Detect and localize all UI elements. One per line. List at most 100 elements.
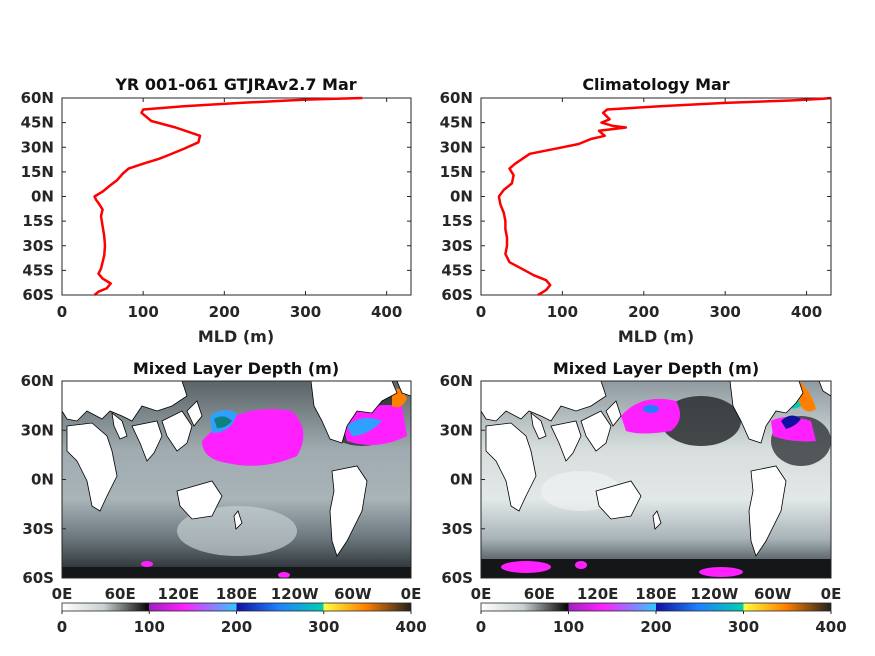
line-panel-1: YR 001-061 GTJRAv2.7 Mar 60N 45N 30N 15N 0N 1… xyxy=(21,75,412,346)
y-tick-label: 60S xyxy=(22,286,54,304)
colorbar-tick-label: 0 xyxy=(476,618,486,636)
panel1-x-ticks: 0 100 200 300 400 xyxy=(57,98,402,321)
map-x-tick-label: 120W xyxy=(271,585,319,603)
panel2-x-ticks: 0 100 200 300 400 xyxy=(476,98,822,321)
map-x-tick-label: 60W xyxy=(754,585,792,603)
x-tick-label: 400 xyxy=(791,303,822,321)
y-tick-label: 15N xyxy=(21,163,54,181)
map2-south-patch-2 xyxy=(575,561,587,569)
colorbar-tick-label: 400 xyxy=(395,618,426,636)
map2-field xyxy=(481,381,831,578)
x-tick-label: 300 xyxy=(710,303,741,321)
line-panel-2: Climatology Mar 60N45N30N15N0N15S30S45S6… xyxy=(440,75,832,346)
x-tick-label: 200 xyxy=(209,303,240,321)
map-x-tick-label: 0E xyxy=(821,585,842,603)
y-tick-label: 30S xyxy=(22,237,54,255)
colorbar-tick-label: 0 xyxy=(57,618,67,636)
colorbar-tick-label: 100 xyxy=(134,618,165,636)
x-tick-label: 100 xyxy=(128,303,159,321)
map-x-tick-label: 60E xyxy=(524,585,555,603)
colorbar-tick-label: 200 xyxy=(640,618,671,636)
colorbar-tick-label: 300 xyxy=(728,618,759,636)
map-x-tick-label: 0E xyxy=(471,585,492,603)
map1-south-patch-1 xyxy=(141,561,153,567)
map2-south-patch-1 xyxy=(501,561,551,573)
map-x-tick-label: 180E xyxy=(635,585,677,603)
map2-colorbar-ticks: 0 100 200 300 400 xyxy=(476,611,847,636)
panel2-axes-frame xyxy=(480,97,832,296)
map2-y-ticks: 60N 30N 0N 30S 60S xyxy=(440,372,485,587)
map1-colorbar-ticks: 0 100 200 300 400 xyxy=(57,611,427,636)
map-x-tick-label: 120E xyxy=(577,585,619,603)
colorbar-tick-label: 200 xyxy=(221,618,252,636)
y-tick-label: 15N xyxy=(440,163,473,181)
map2-gulfstream-deep xyxy=(781,415,801,429)
x-tick-label: 300 xyxy=(290,303,321,321)
y-tick-label: 15S xyxy=(441,212,473,230)
y-tick-label: 30N xyxy=(21,138,54,156)
map1-y-ticks: 60N 30N 0N 30S 60S xyxy=(21,372,66,587)
panel1-series-line xyxy=(93,96,363,296)
map-y-tick-label: 60S xyxy=(22,569,54,587)
map-x-tick-label: 120W xyxy=(690,585,738,603)
map1-colorbar xyxy=(61,602,412,612)
map2-atlantic-deep-mld xyxy=(771,417,816,442)
map2-labrador-peak xyxy=(799,381,816,412)
x-tick-label: 200 xyxy=(628,303,659,321)
map1-x-ticks: 0E 60E 120E 180E 120W 60W 0E xyxy=(52,585,422,603)
y-tick-label: 30N xyxy=(440,138,473,156)
map1-land xyxy=(62,381,411,557)
map-panel-2: Mixed Layer Depth (m) xyxy=(440,359,847,636)
y-tick-label: 15S xyxy=(22,212,54,230)
map2-south-patch-3 xyxy=(699,567,743,577)
map1-southern-ocean-band xyxy=(62,567,411,578)
map-y-tick-label: 60N xyxy=(21,372,54,390)
x-tick-label: 400 xyxy=(371,303,402,321)
y-tick-label: 0N xyxy=(450,188,473,206)
map2-title: Mixed Layer Depth (m) xyxy=(553,359,759,378)
y-tick-label: 60N xyxy=(440,89,473,107)
map-panel-1: Mixed Layer Depth (m) xyxy=(21,359,427,636)
colorbar-tick-label: 400 xyxy=(815,618,846,636)
map2-pacific-deep-mld xyxy=(621,398,680,434)
map-y-tick-label: 60S xyxy=(441,569,473,587)
map2-colorbar xyxy=(480,602,832,612)
map-x-tick-label: 120E xyxy=(158,585,200,603)
panel2-y-ticks: 60N 45N 30N 15N 0N 15S 30S 45S 60S xyxy=(440,89,831,304)
y-tick-label: 45N xyxy=(440,114,473,132)
map2-deep-patch-pacific xyxy=(661,396,741,446)
map-y-tick-label: 0N xyxy=(450,471,473,489)
y-tick-label: 60S xyxy=(441,286,473,304)
panel1-axes-frame xyxy=(61,97,412,296)
y-tick-label: 60N xyxy=(21,89,54,107)
panel1-x-label: MLD (m) xyxy=(198,327,274,346)
map-x-tick-label: 60E xyxy=(105,585,136,603)
colorbar-tick-label: 300 xyxy=(308,618,339,636)
map-y-tick-label: 0N xyxy=(31,471,54,489)
y-tick-label: 0N xyxy=(31,188,54,206)
map-y-tick-label: 30S xyxy=(22,520,54,538)
map-x-tick-label: 0E xyxy=(52,585,73,603)
map-y-tick-label: 60N xyxy=(440,372,473,390)
map2-x-ticks: 0E 60E 120E 180E 120W 60W 0E xyxy=(471,585,842,603)
x-tick-label: 0 xyxy=(476,303,486,321)
map1-gulfstream-blue xyxy=(347,417,382,436)
map2-land xyxy=(481,381,831,557)
map-x-tick-label: 180E xyxy=(216,585,258,603)
x-tick-label: 0 xyxy=(57,303,67,321)
map1-field xyxy=(62,381,411,578)
panel2-series-line xyxy=(497,96,832,297)
map1-kuroshio-teal xyxy=(214,416,232,429)
map-x-tick-label: 60W xyxy=(334,585,372,603)
map-y-tick-label: 30N xyxy=(21,421,54,439)
map2-pacific-blue-patch xyxy=(643,405,659,413)
panel2-title: Climatology Mar xyxy=(582,75,729,94)
map1-title: Mixed Layer Depth (m) xyxy=(133,359,339,378)
y-tick-label: 30S xyxy=(441,237,473,255)
map-y-tick-label: 30N xyxy=(440,421,473,439)
panel1-title: YR 001-061 GTJRAv2.7 Mar xyxy=(114,75,356,94)
map1-shallow-patch xyxy=(177,506,297,556)
y-tick-label: 45S xyxy=(441,261,473,279)
map-y-tick-label: 30S xyxy=(441,520,473,538)
